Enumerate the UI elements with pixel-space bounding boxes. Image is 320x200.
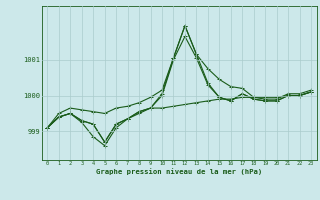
X-axis label: Graphe pression niveau de la mer (hPa): Graphe pression niveau de la mer (hPa) [96,168,262,175]
